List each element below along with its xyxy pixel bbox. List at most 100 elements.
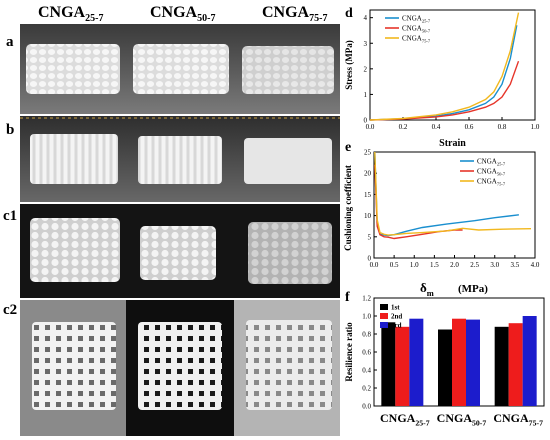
panel-label-e: e — [345, 140, 352, 155]
legend-label: 3rd — [391, 322, 402, 330]
plot-frame — [373, 151, 536, 259]
bar-1st — [438, 329, 452, 406]
series-line-25-7 — [369, 25, 518, 121]
label-sub: m — [427, 288, 434, 296]
photo-row-c2 — [20, 300, 340, 436]
label-sub: 50-7 — [422, 29, 431, 34]
legend-label: CNGA25-7 — [402, 15, 431, 24]
label-base: δ — [420, 280, 427, 295]
x-tick-label: 0.8 — [498, 123, 507, 131]
x-tick-label: 0.5 — [390, 261, 399, 269]
x-tick-label: 0.6 — [465, 123, 474, 131]
bar-1st — [494, 326, 509, 406]
y-tick-label: 0.2 — [362, 385, 371, 393]
bar-3rd — [522, 316, 537, 406]
y-tick-label: 20 — [364, 170, 372, 178]
panel-label-f: f — [345, 290, 350, 305]
x-tick-label: 1.0 — [410, 261, 419, 269]
label-base: CNGA — [477, 158, 497, 166]
column-header-base: CNGA — [150, 4, 198, 21]
legend-label: 2nd — [391, 313, 402, 321]
legend-label: CNGA50-7 — [477, 168, 506, 177]
label-base: CNGA — [402, 25, 422, 33]
label-base: CNGA — [380, 411, 416, 425]
x-tick-label: 0.0 — [366, 123, 375, 131]
y-tick-label: 0 — [364, 117, 368, 125]
legend-label: CNGA25-7 — [477, 158, 506, 167]
bar-3rd — [409, 318, 424, 406]
photo-row-b — [20, 116, 340, 202]
x-tick-label: 0.2 — [399, 123, 408, 131]
x-tick-label: 0.0 — [370, 261, 379, 269]
y-tick-label: 1 — [364, 91, 368, 99]
column-header-50: CNGA50-7 — [150, 4, 215, 24]
y-tick-label: 2 — [364, 65, 368, 73]
x-tick-label: 3.0 — [490, 261, 499, 269]
x-tick-label: 2.5 — [470, 261, 479, 269]
bar-2nd — [508, 323, 523, 406]
bar-2nd — [395, 326, 410, 406]
category-label: CNGA50-7 — [437, 411, 487, 428]
photo-row-c1 — [20, 204, 340, 298]
panel-label-d: d — [345, 6, 353, 21]
legend-label: CNGA75-7 — [477, 178, 506, 187]
y-axis-label: Resilience ratio — [344, 322, 354, 382]
legend-label: CNGA50-7 — [402, 25, 431, 34]
x-tick-label: 0.4 — [432, 123, 441, 131]
row-label-c2: c2 — [3, 302, 18, 318]
label-sub: 50-7 — [472, 419, 486, 428]
label-base: CNGA — [477, 178, 497, 186]
chart-cushioning: 0.0 0.5 1.0 1.5 2.0 2.5 3.0 3.5 4.0 0 5 10 15 20 25 CNG… — [343, 149, 540, 297]
legend-label: CNGA75-7 — [402, 35, 431, 44]
y-tick-label: 0.0 — [362, 403, 371, 411]
label-sub: 25-7 — [422, 19, 431, 24]
column-header-base: CNGA — [38, 4, 86, 21]
bar-1st — [381, 322, 396, 406]
series-line-50-7 — [369, 60, 520, 121]
label-sub: 75-7 — [529, 419, 543, 428]
y-tick-label: 0 — [368, 255, 372, 263]
label-base: CNGA — [402, 15, 422, 23]
label-sub: 75-7 — [497, 182, 506, 187]
y-tick-label: 4 — [364, 14, 368, 22]
legend-swatch — [380, 304, 388, 310]
x-tick-label: 2.0 — [450, 261, 459, 269]
column-header-sub: 50-7 — [197, 13, 216, 25]
row-label-b: b — [6, 122, 15, 138]
column-header-25: CNGA25-7 — [38, 4, 103, 24]
y-axis-label: Stress (MPa) — [344, 40, 354, 90]
x-tick-label: 3.5 — [511, 261, 520, 269]
label-sub: 75-7 — [422, 39, 431, 44]
bar-2nd — [452, 318, 466, 406]
column-header-base: CNGA — [262, 4, 310, 21]
label-base: CNGA — [402, 35, 422, 43]
plot-frame — [369, 9, 536, 121]
y-tick-label: 15 — [364, 191, 372, 199]
series-line-75-7 — [374, 151, 532, 236]
series-line-75-7 — [369, 12, 520, 121]
legend-swatch — [380, 322, 388, 328]
category-label: CNGA75-7 — [493, 411, 543, 428]
y-tick-label: 25 — [364, 149, 372, 157]
y-tick-label: 5 — [368, 233, 372, 241]
x-tick-label: 4.0 — [531, 261, 540, 269]
column-header-sub: 75-7 — [309, 13, 328, 25]
row-label-c1: c1 — [3, 208, 18, 224]
x-tick-label: 1.5 — [430, 261, 439, 269]
label-sub: 25-7 — [497, 162, 506, 167]
row-label-a: a — [6, 34, 14, 50]
x-axis-label: δm — [420, 280, 434, 296]
y-tick-label: 1.2 — [362, 295, 371, 303]
y-tick-label: 0.8 — [362, 331, 371, 339]
legend-label: 1st — [391, 304, 400, 312]
x-tick-label: 1.0 — [531, 123, 540, 131]
y-tick-label: 10 — [364, 212, 372, 220]
photo-row-a — [20, 24, 340, 114]
y-tick-label: 1.0 — [362, 313, 371, 321]
column-header-75: CNGA75-7 — [262, 4, 327, 24]
x-axis-unit: (MPa) — [458, 283, 488, 295]
label-base: CNGA — [493, 411, 529, 425]
label-base: CNGA — [477, 168, 497, 176]
